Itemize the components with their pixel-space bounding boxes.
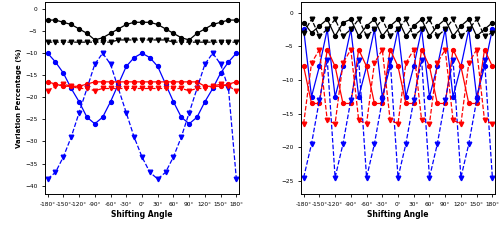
Y-axis label: Variation Percentage (%): Variation Percentage (%) — [16, 49, 22, 148]
X-axis label: Shifting Angle: Shifting Angle — [111, 210, 172, 219]
X-axis label: Shifting Angle: Shifting Angle — [368, 210, 429, 219]
